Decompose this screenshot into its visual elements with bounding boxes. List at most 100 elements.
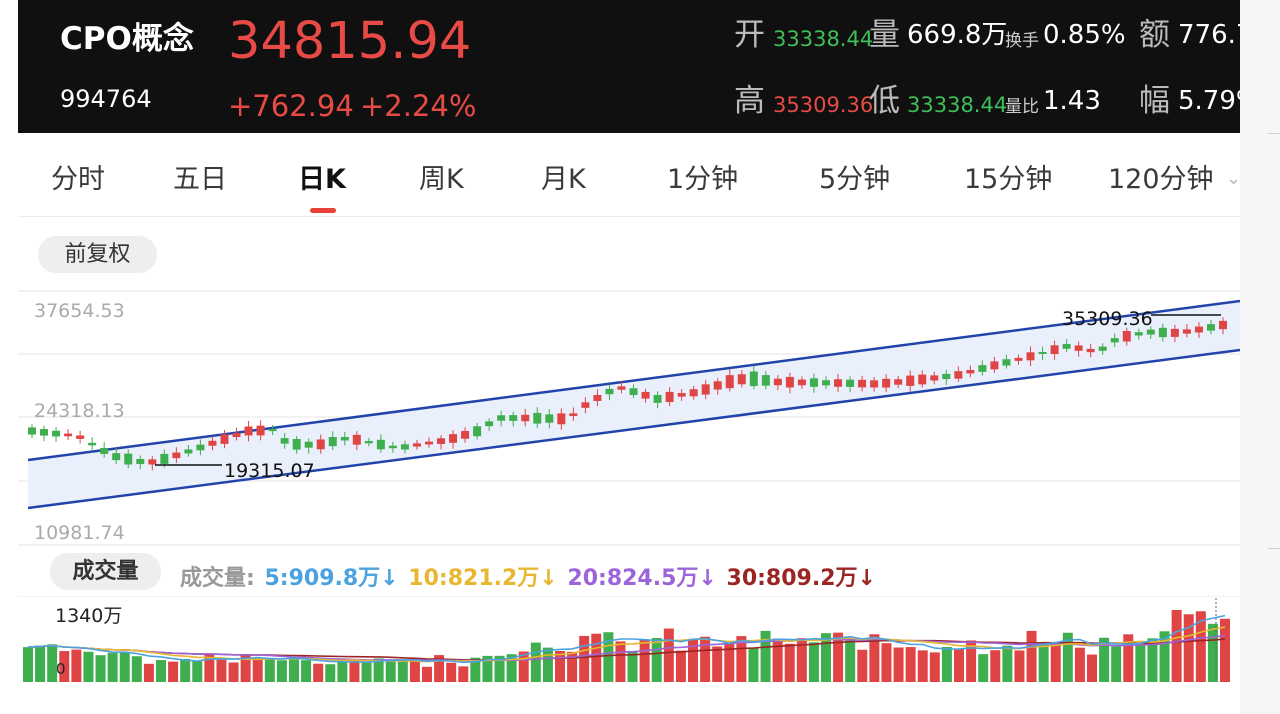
- candle-body: [64, 433, 73, 437]
- volume-bar: [663, 628, 674, 682]
- kline-chart[interactable]: 37654.53 24318.13 10981.74 19315.07 3530…: [18, 288, 1240, 546]
- volume-bar: [978, 654, 989, 682]
- tab-1min[interactable]: 1分钟: [667, 164, 739, 195]
- candle-body: [870, 380, 879, 388]
- candle-body: [521, 414, 530, 422]
- volume-bar: [276, 660, 287, 682]
- volume-value: 669.8万: [907, 20, 1008, 50]
- candle-body: [172, 452, 181, 459]
- volume-bar: [1159, 631, 1170, 682]
- tab-monthly-k[interactable]: 月K: [541, 164, 586, 195]
- volume-bar: [869, 634, 880, 682]
- tab-5min[interactable]: 5分钟: [819, 164, 891, 195]
- volume-bar: [796, 638, 807, 682]
- vol-ratio-value: 1.43: [1043, 86, 1101, 116]
- volume-bar: [361, 661, 372, 682]
- chevron-down-icon[interactable]: ⌄: [1226, 168, 1240, 189]
- candle-body: [28, 427, 36, 435]
- candle-body: [954, 371, 963, 379]
- volume-bar: [1135, 643, 1146, 682]
- candle-body: [1086, 348, 1095, 353]
- adjust-mode-button[interactable]: 前复权: [38, 236, 157, 273]
- volume-bar: [71, 649, 82, 682]
- candle-body: [376, 439, 385, 450]
- volume-bar: [23, 647, 33, 682]
- candle-body: [1074, 345, 1083, 351]
- tab-weekly-k[interactable]: 周K: [419, 164, 464, 195]
- volume-bar: [35, 645, 46, 682]
- volume-bar: [1123, 634, 1134, 682]
- candle-body: [1050, 345, 1059, 355]
- candle-body: [124, 453, 133, 465]
- volume-bar: [639, 639, 650, 682]
- candle-body: [485, 421, 494, 427]
- volume-bar: [373, 658, 384, 682]
- volume-bar: [168, 661, 179, 682]
- volume-bar: [966, 640, 977, 682]
- volume-bar: [760, 630, 771, 682]
- volume-bar: [95, 655, 106, 682]
- volume-bar: [482, 655, 493, 682]
- candle-body: [461, 430, 470, 439]
- volume-bar: [615, 641, 626, 682]
- volume-chart[interactable]: 1340万 0: [18, 596, 1240, 686]
- volume-bar: [385, 660, 396, 682]
- candle-body: [617, 386, 626, 390]
- tab-15min[interactable]: 15分钟: [964, 164, 1053, 195]
- volume-bar: [422, 666, 432, 682]
- tab-daily-k[interactable]: 日K: [298, 164, 346, 195]
- volume-bar: [83, 651, 94, 682]
- tab-intraday[interactable]: 分时: [51, 164, 105, 195]
- volume-bar: [833, 632, 844, 682]
- candle-body: [184, 449, 193, 454]
- candle-body: [990, 361, 999, 370]
- candle-body: [1110, 338, 1119, 343]
- candle-body: [930, 375, 939, 381]
- tab-five-day[interactable]: 五日: [173, 164, 227, 195]
- tab-120min[interactable]: 120分钟: [1108, 164, 1214, 195]
- volume-bar: [700, 636, 711, 682]
- volume-bar: [1038, 644, 1049, 682]
- volume-bar: [1147, 638, 1158, 682]
- candle-body: [1182, 329, 1191, 334]
- volume-bar: [228, 662, 239, 682]
- candle-body: [88, 442, 97, 446]
- volume-bar: [397, 659, 408, 682]
- candle-body: [785, 376, 794, 388]
- volume-ma20-line: [27, 634, 1226, 662]
- volume-indicator-button[interactable]: 成交量: [50, 553, 161, 590]
- candle-body: [76, 435, 85, 439]
- kline-y-min-label: 10981.74: [34, 522, 125, 544]
- volume-bar: [1014, 650, 1025, 682]
- candle-body: [629, 388, 638, 396]
- volume-bar: [724, 642, 735, 682]
- gutter-mark: [1268, 548, 1280, 549]
- candle-body: [545, 414, 554, 423]
- candle-body: [328, 436, 337, 447]
- volume-bar: [252, 657, 263, 682]
- high-label: 高: [734, 83, 765, 119]
- candle-body: [942, 373, 951, 380]
- candle-body: [1098, 346, 1107, 351]
- candle-body: [449, 434, 458, 443]
- current-price: 34815.94: [228, 12, 472, 71]
- low-value: 33338.44: [907, 93, 1008, 117]
- candle-body: [52, 430, 61, 437]
- channel-band: [28, 301, 1240, 508]
- volume-bar: [881, 643, 892, 682]
- candle-body: [196, 444, 205, 451]
- amount-label: 额: [1139, 17, 1170, 53]
- candle-body: [809, 378, 818, 387]
- volume-bar: [905, 647, 916, 682]
- volume-bar: [893, 647, 904, 682]
- candle-body: [773, 378, 782, 386]
- candle-body: [665, 391, 674, 403]
- volume-label: 量: [869, 17, 900, 53]
- volume-bar: [857, 649, 868, 682]
- candle-body: [1170, 328, 1179, 337]
- candle-body: [906, 375, 915, 386]
- volume-bar: [1195, 611, 1206, 682]
- candle-body: [1002, 359, 1011, 366]
- volume-bar: [1074, 647, 1085, 682]
- volume-bar: [1183, 614, 1194, 682]
